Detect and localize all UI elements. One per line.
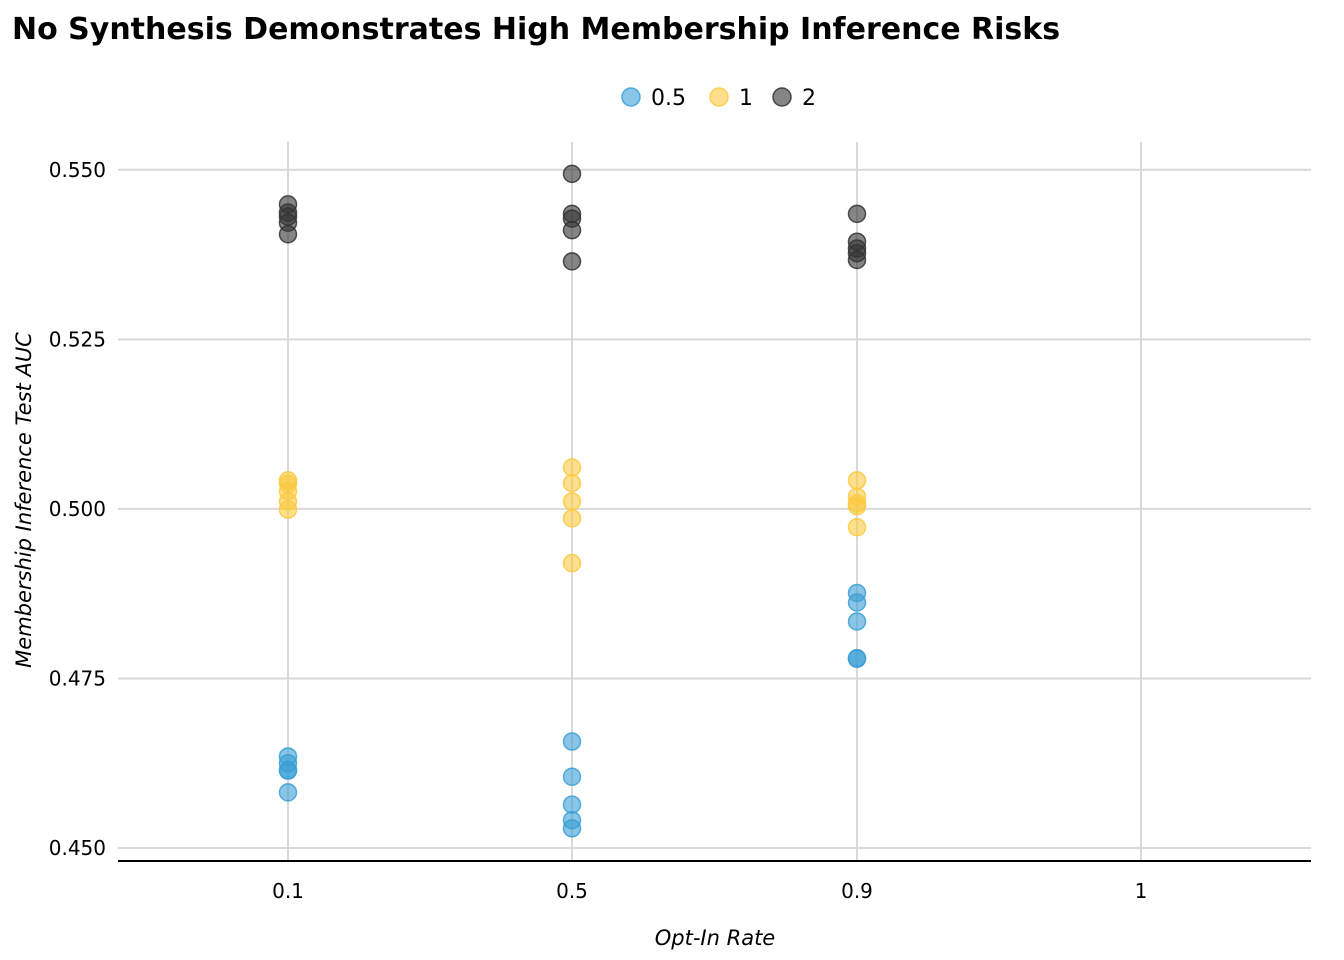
y-tick-label: 0.525 bbox=[49, 327, 106, 351]
legend-marker bbox=[621, 87, 641, 107]
x-tick-label: 0.5 bbox=[556, 879, 588, 903]
chart-title: No Synthesis Demonstrates High Membershi… bbox=[12, 12, 1061, 47]
legend-item: 1 bbox=[709, 86, 753, 111]
data-point bbox=[847, 250, 867, 270]
y-tick-label: 0.450 bbox=[49, 836, 106, 860]
legend: 0.5 1 2 bbox=[621, 86, 816, 111]
legend-label: 2 bbox=[802, 86, 816, 111]
legend-marker bbox=[772, 87, 792, 107]
x-tick-label: 0.9 bbox=[841, 879, 873, 903]
data-point bbox=[278, 783, 298, 802]
x-axis-label: Opt-In Rate bbox=[655, 926, 775, 950]
data-point bbox=[847, 204, 867, 224]
data-point bbox=[847, 496, 867, 516]
data-point bbox=[847, 649, 867, 669]
x-tick-label: 1 bbox=[1135, 879, 1148, 903]
y-tick-label: 0.475 bbox=[49, 666, 106, 690]
data-point bbox=[278, 761, 298, 780]
y-tick-label: 0.500 bbox=[49, 497, 106, 521]
x-axis-ticks: 0.1 0.5 0.9 1 bbox=[272, 879, 1147, 903]
data-point bbox=[562, 458, 582, 477]
legend-label: 0.5 bbox=[651, 86, 686, 111]
legend-marker bbox=[709, 87, 729, 107]
data-point bbox=[562, 473, 582, 493]
data-point bbox=[562, 795, 582, 814]
data-point bbox=[562, 492, 582, 511]
legend-item: 0.5 bbox=[621, 86, 686, 111]
data-point bbox=[847, 612, 867, 631]
y-axis-ticks: 0.450 0.475 0.500 0.525 0.550 bbox=[49, 158, 106, 860]
data-point bbox=[562, 553, 582, 573]
data-points bbox=[278, 164, 867, 838]
legend-item: 2 bbox=[772, 86, 816, 111]
legend-label: 1 bbox=[739, 86, 753, 111]
x-tick-label: 0.1 bbox=[272, 879, 304, 903]
data-point bbox=[562, 767, 582, 787]
data-point bbox=[562, 509, 582, 528]
data-point bbox=[562, 819, 582, 838]
data-point bbox=[562, 220, 582, 240]
data-point bbox=[278, 500, 298, 519]
y-axis-label: Membership Inference Test AUC bbox=[12, 332, 36, 668]
y-tick-label: 0.550 bbox=[49, 158, 106, 182]
data-point bbox=[562, 732, 582, 751]
data-point bbox=[847, 471, 867, 490]
data-point bbox=[562, 252, 582, 271]
data-point bbox=[562, 164, 582, 184]
data-point bbox=[847, 517, 867, 537]
data-point bbox=[278, 224, 298, 244]
data-point bbox=[847, 593, 867, 612]
